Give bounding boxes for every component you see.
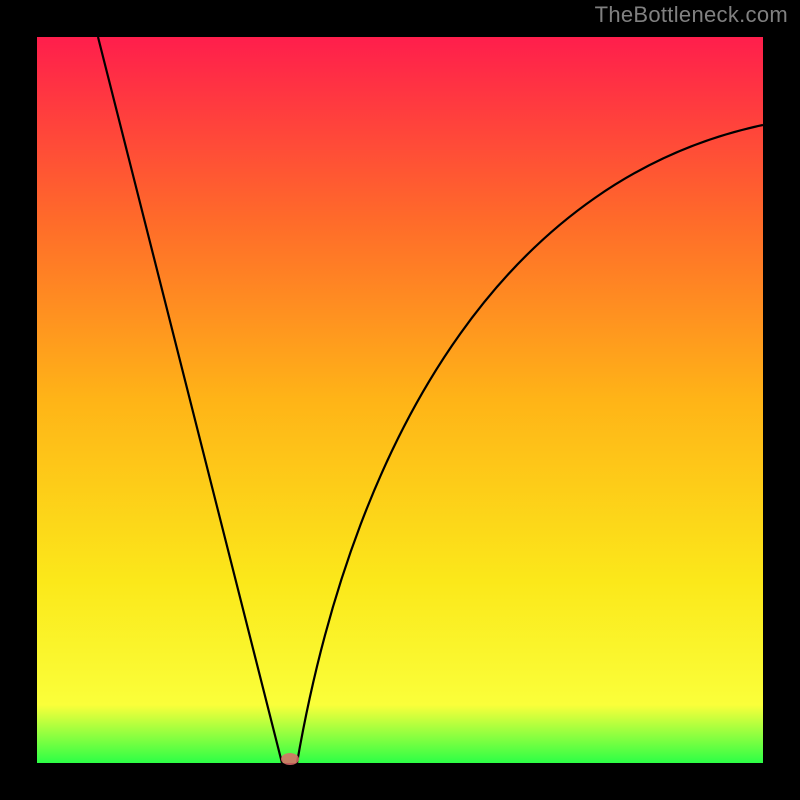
chart-plot-area <box>37 37 763 763</box>
chart-frame: TheBottleneck.com <box>0 0 800 800</box>
watermark-text: TheBottleneck.com <box>595 2 788 28</box>
